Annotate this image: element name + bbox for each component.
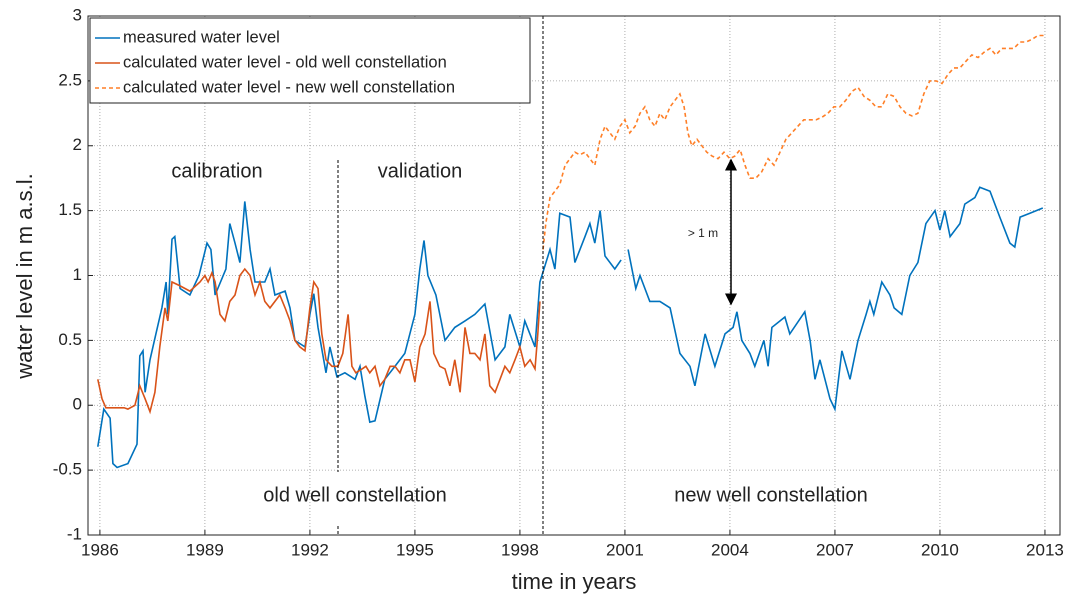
legend-label: measured water level [123, 28, 280, 46]
plot-lines [97, 34, 1045, 469]
y-tick-label: 0.5 [58, 330, 82, 349]
annotation: new well constellation [674, 484, 867, 506]
x-axis-label: time in years [512, 569, 637, 594]
y-tick-label: 3 [73, 5, 82, 24]
x-tick-label: 2001 [606, 540, 644, 559]
x-tick-label: 1989 [186, 540, 224, 559]
plot-frame [87, 15, 1061, 536]
series-line [97, 267, 541, 415]
x-tick-label: 2010 [921, 540, 959, 559]
y-tick-label: -0.5 [53, 460, 82, 479]
series-line [97, 186, 1044, 469]
y-tick-label: 2 [73, 135, 82, 154]
x-tick-label: 1986 [81, 540, 119, 559]
y-tick-label: 2.5 [58, 70, 82, 89]
annotation: validation [378, 160, 463, 182]
annotation: calibration [171, 160, 262, 182]
y-tick-label: -1 [67, 524, 82, 543]
legend-box [89, 17, 531, 104]
x-tick-label: 1992 [291, 540, 329, 559]
x-tick-label: 1998 [501, 540, 539, 559]
x-tick-label: 2013 [1026, 540, 1064, 559]
x-tick-label: 1995 [396, 540, 434, 559]
annotation: old well constellation [263, 484, 446, 506]
legend-label: calculated water level - new well conste… [123, 78, 455, 96]
y-tick-label: 0 [73, 395, 82, 414]
y-tick-label: 1 [73, 265, 82, 284]
series-line [542, 34, 1045, 250]
legend-label: calculated water level - old well conste… [123, 53, 447, 71]
y-axis-label: water level in m a.s.l. [12, 173, 37, 379]
annotation: > 1 m [688, 226, 718, 240]
legend: measured water level calculated water lev… [89, 17, 531, 104]
x-tick-label: 2007 [816, 540, 854, 559]
x-tick-label: 2004 [711, 540, 749, 559]
y-tick-label: 1.5 [58, 200, 82, 219]
